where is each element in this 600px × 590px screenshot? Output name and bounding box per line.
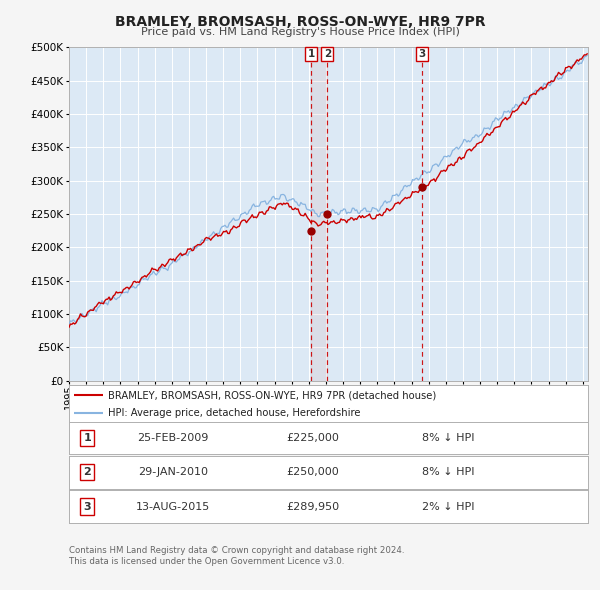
Text: 29-JAN-2010: 29-JAN-2010	[138, 467, 208, 477]
Text: 8% ↓ HPI: 8% ↓ HPI	[422, 467, 474, 477]
Text: 3: 3	[83, 502, 91, 512]
Text: £250,000: £250,000	[287, 467, 340, 477]
Text: 13-AUG-2015: 13-AUG-2015	[136, 502, 210, 512]
Text: 1: 1	[308, 49, 315, 59]
Text: 1: 1	[83, 433, 91, 443]
Text: 2% ↓ HPI: 2% ↓ HPI	[422, 502, 474, 512]
Text: 8% ↓ HPI: 8% ↓ HPI	[422, 433, 474, 443]
Text: £225,000: £225,000	[286, 433, 340, 443]
Text: £289,950: £289,950	[286, 502, 340, 512]
Text: 2: 2	[323, 49, 331, 59]
Text: HPI: Average price, detached house, Herefordshire: HPI: Average price, detached house, Here…	[108, 408, 361, 418]
Text: 2: 2	[83, 467, 91, 477]
Text: Price paid vs. HM Land Registry's House Price Index (HPI): Price paid vs. HM Land Registry's House …	[140, 27, 460, 37]
Text: 3: 3	[419, 49, 426, 59]
Text: This data is licensed under the Open Government Licence v3.0.: This data is licensed under the Open Gov…	[69, 558, 344, 566]
Text: BRAMLEY, BROMSASH, ROSS-ON-WYE, HR9 7PR: BRAMLEY, BROMSASH, ROSS-ON-WYE, HR9 7PR	[115, 15, 485, 29]
Text: 25-FEB-2009: 25-FEB-2009	[137, 433, 208, 443]
Text: BRAMLEY, BROMSASH, ROSS-ON-WYE, HR9 7PR (detached house): BRAMLEY, BROMSASH, ROSS-ON-WYE, HR9 7PR …	[108, 390, 436, 400]
Text: Contains HM Land Registry data © Crown copyright and database right 2024.: Contains HM Land Registry data © Crown c…	[69, 546, 404, 555]
Bar	[311, 47, 328, 381]
